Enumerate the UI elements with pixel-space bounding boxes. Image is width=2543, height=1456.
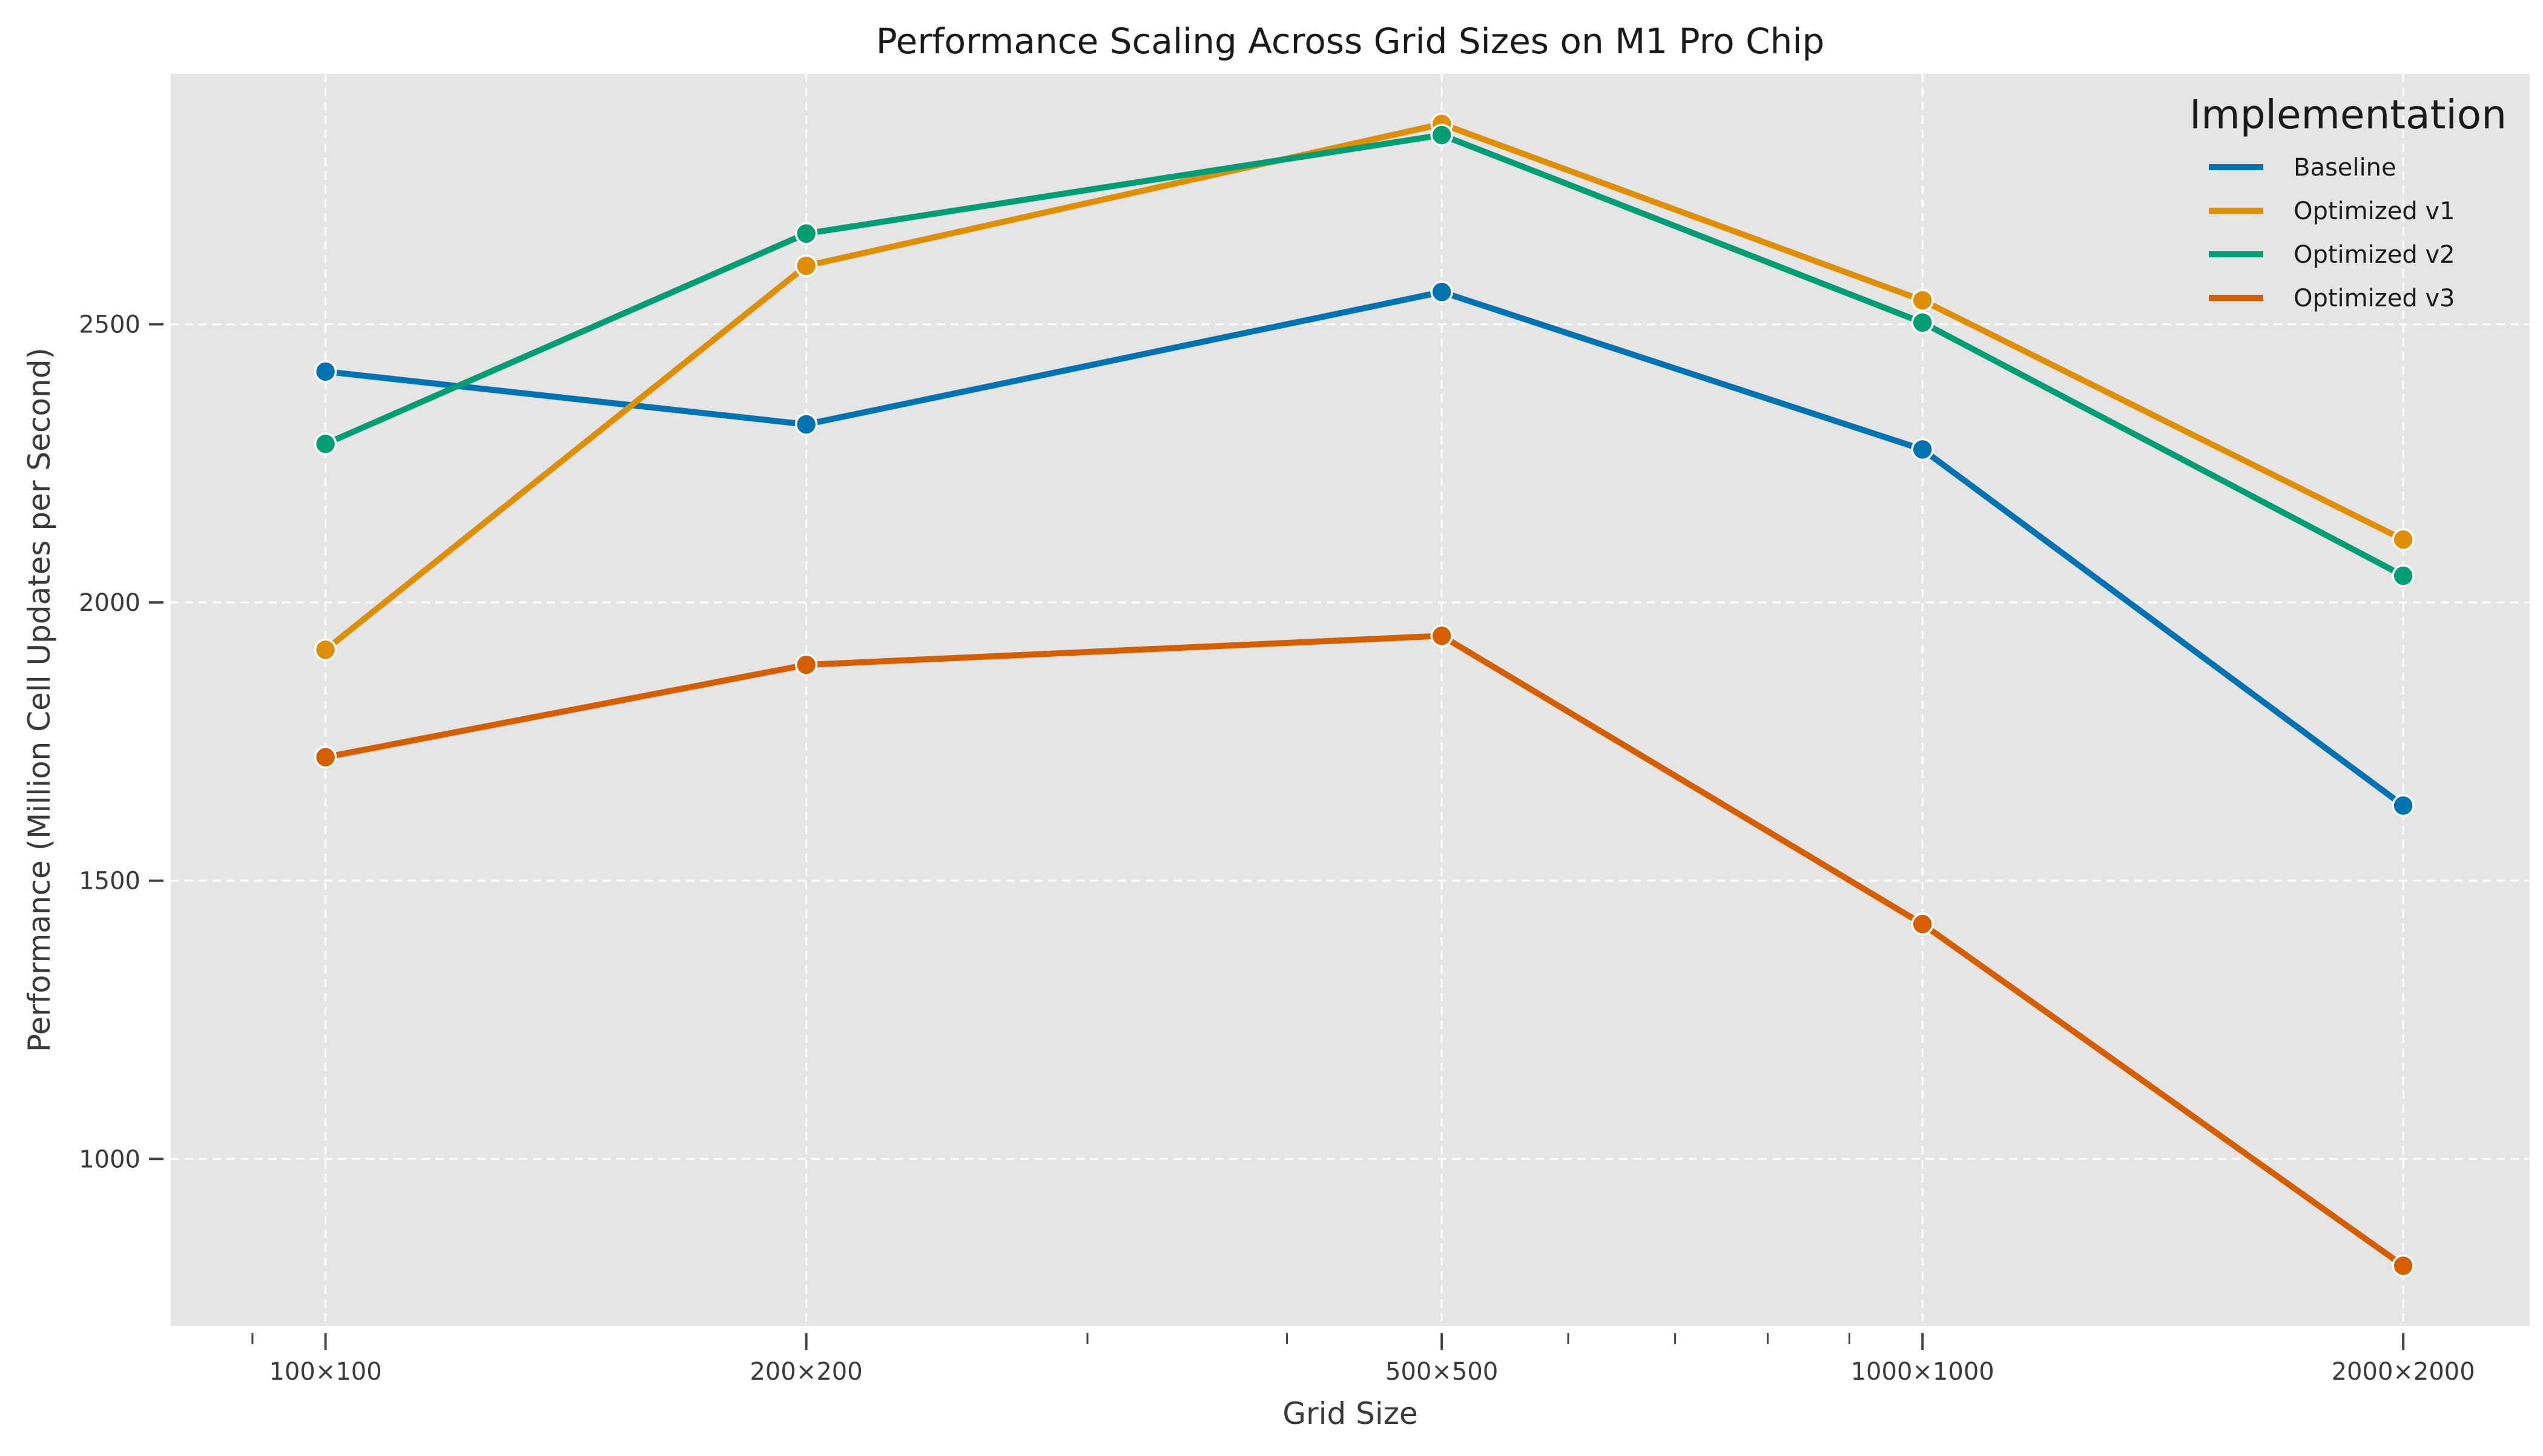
- legend-title: Implementation: [2189, 91, 2507, 138]
- y-tick-label: 2000: [79, 589, 140, 617]
- data-point: [1430, 280, 1453, 304]
- data-point: [314, 745, 337, 769]
- y-tick-label: 2500: [79, 311, 140, 339]
- series-markers: [314, 112, 2415, 1277]
- legend: Implementation Baseline Optimized v1 Optim…: [2189, 91, 2507, 312]
- grid: [171, 74, 2530, 1326]
- legend-label: Optimized v3: [2294, 285, 2455, 312]
- data-point: [1911, 289, 1934, 312]
- data-point: [2392, 794, 2415, 817]
- data-point: [314, 432, 337, 455]
- data-point: [1911, 438, 1934, 461]
- data-point: [794, 254, 818, 277]
- legend-label: Baseline: [2294, 154, 2396, 182]
- legend-label: Optimized v1: [2294, 197, 2455, 225]
- chart-title: Performance Scaling Across Grid Sizes on…: [876, 21, 1825, 62]
- data-point: [794, 653, 818, 676]
- data-point: [314, 638, 337, 662]
- data-point: [794, 222, 818, 245]
- legend-label: Optimized v2: [2294, 241, 2455, 269]
- y-axis-title: Performance (Million Cell Updates per Se…: [22, 348, 57, 1052]
- data-point: [1430, 624, 1453, 648]
- data-point: [2392, 1254, 2415, 1277]
- x-tick-label: 500×500: [1385, 1358, 1498, 1386]
- data-point: [2392, 564, 2415, 587]
- data-point: [1911, 311, 1934, 334]
- x-tick-label: 2000×2000: [2332, 1358, 2475, 1386]
- x-tick-label: 100×100: [269, 1358, 381, 1386]
- data-point: [2392, 528, 2415, 552]
- data-point: [794, 413, 818, 436]
- legend-items: Baseline Optimized v1 Optimized v2 Optimize…: [2209, 154, 2455, 312]
- x-axis-title: Grid Size: [1282, 1396, 1417, 1431]
- plot-background: [171, 74, 2530, 1326]
- data-point: [1911, 912, 1934, 936]
- y-tick-label: 1500: [79, 868, 140, 895]
- data-point: [1430, 124, 1453, 147]
- x-tick-label: 1000×1000: [1851, 1358, 1994, 1386]
- axis-ticks: 100×100 200×200 500×500 1000×1000 2000×2000 1…: [79, 311, 2475, 1386]
- data-point: [314, 360, 337, 383]
- y-tick-label: 1000: [79, 1145, 140, 1173]
- x-tick-label: 200×200: [750, 1358, 862, 1386]
